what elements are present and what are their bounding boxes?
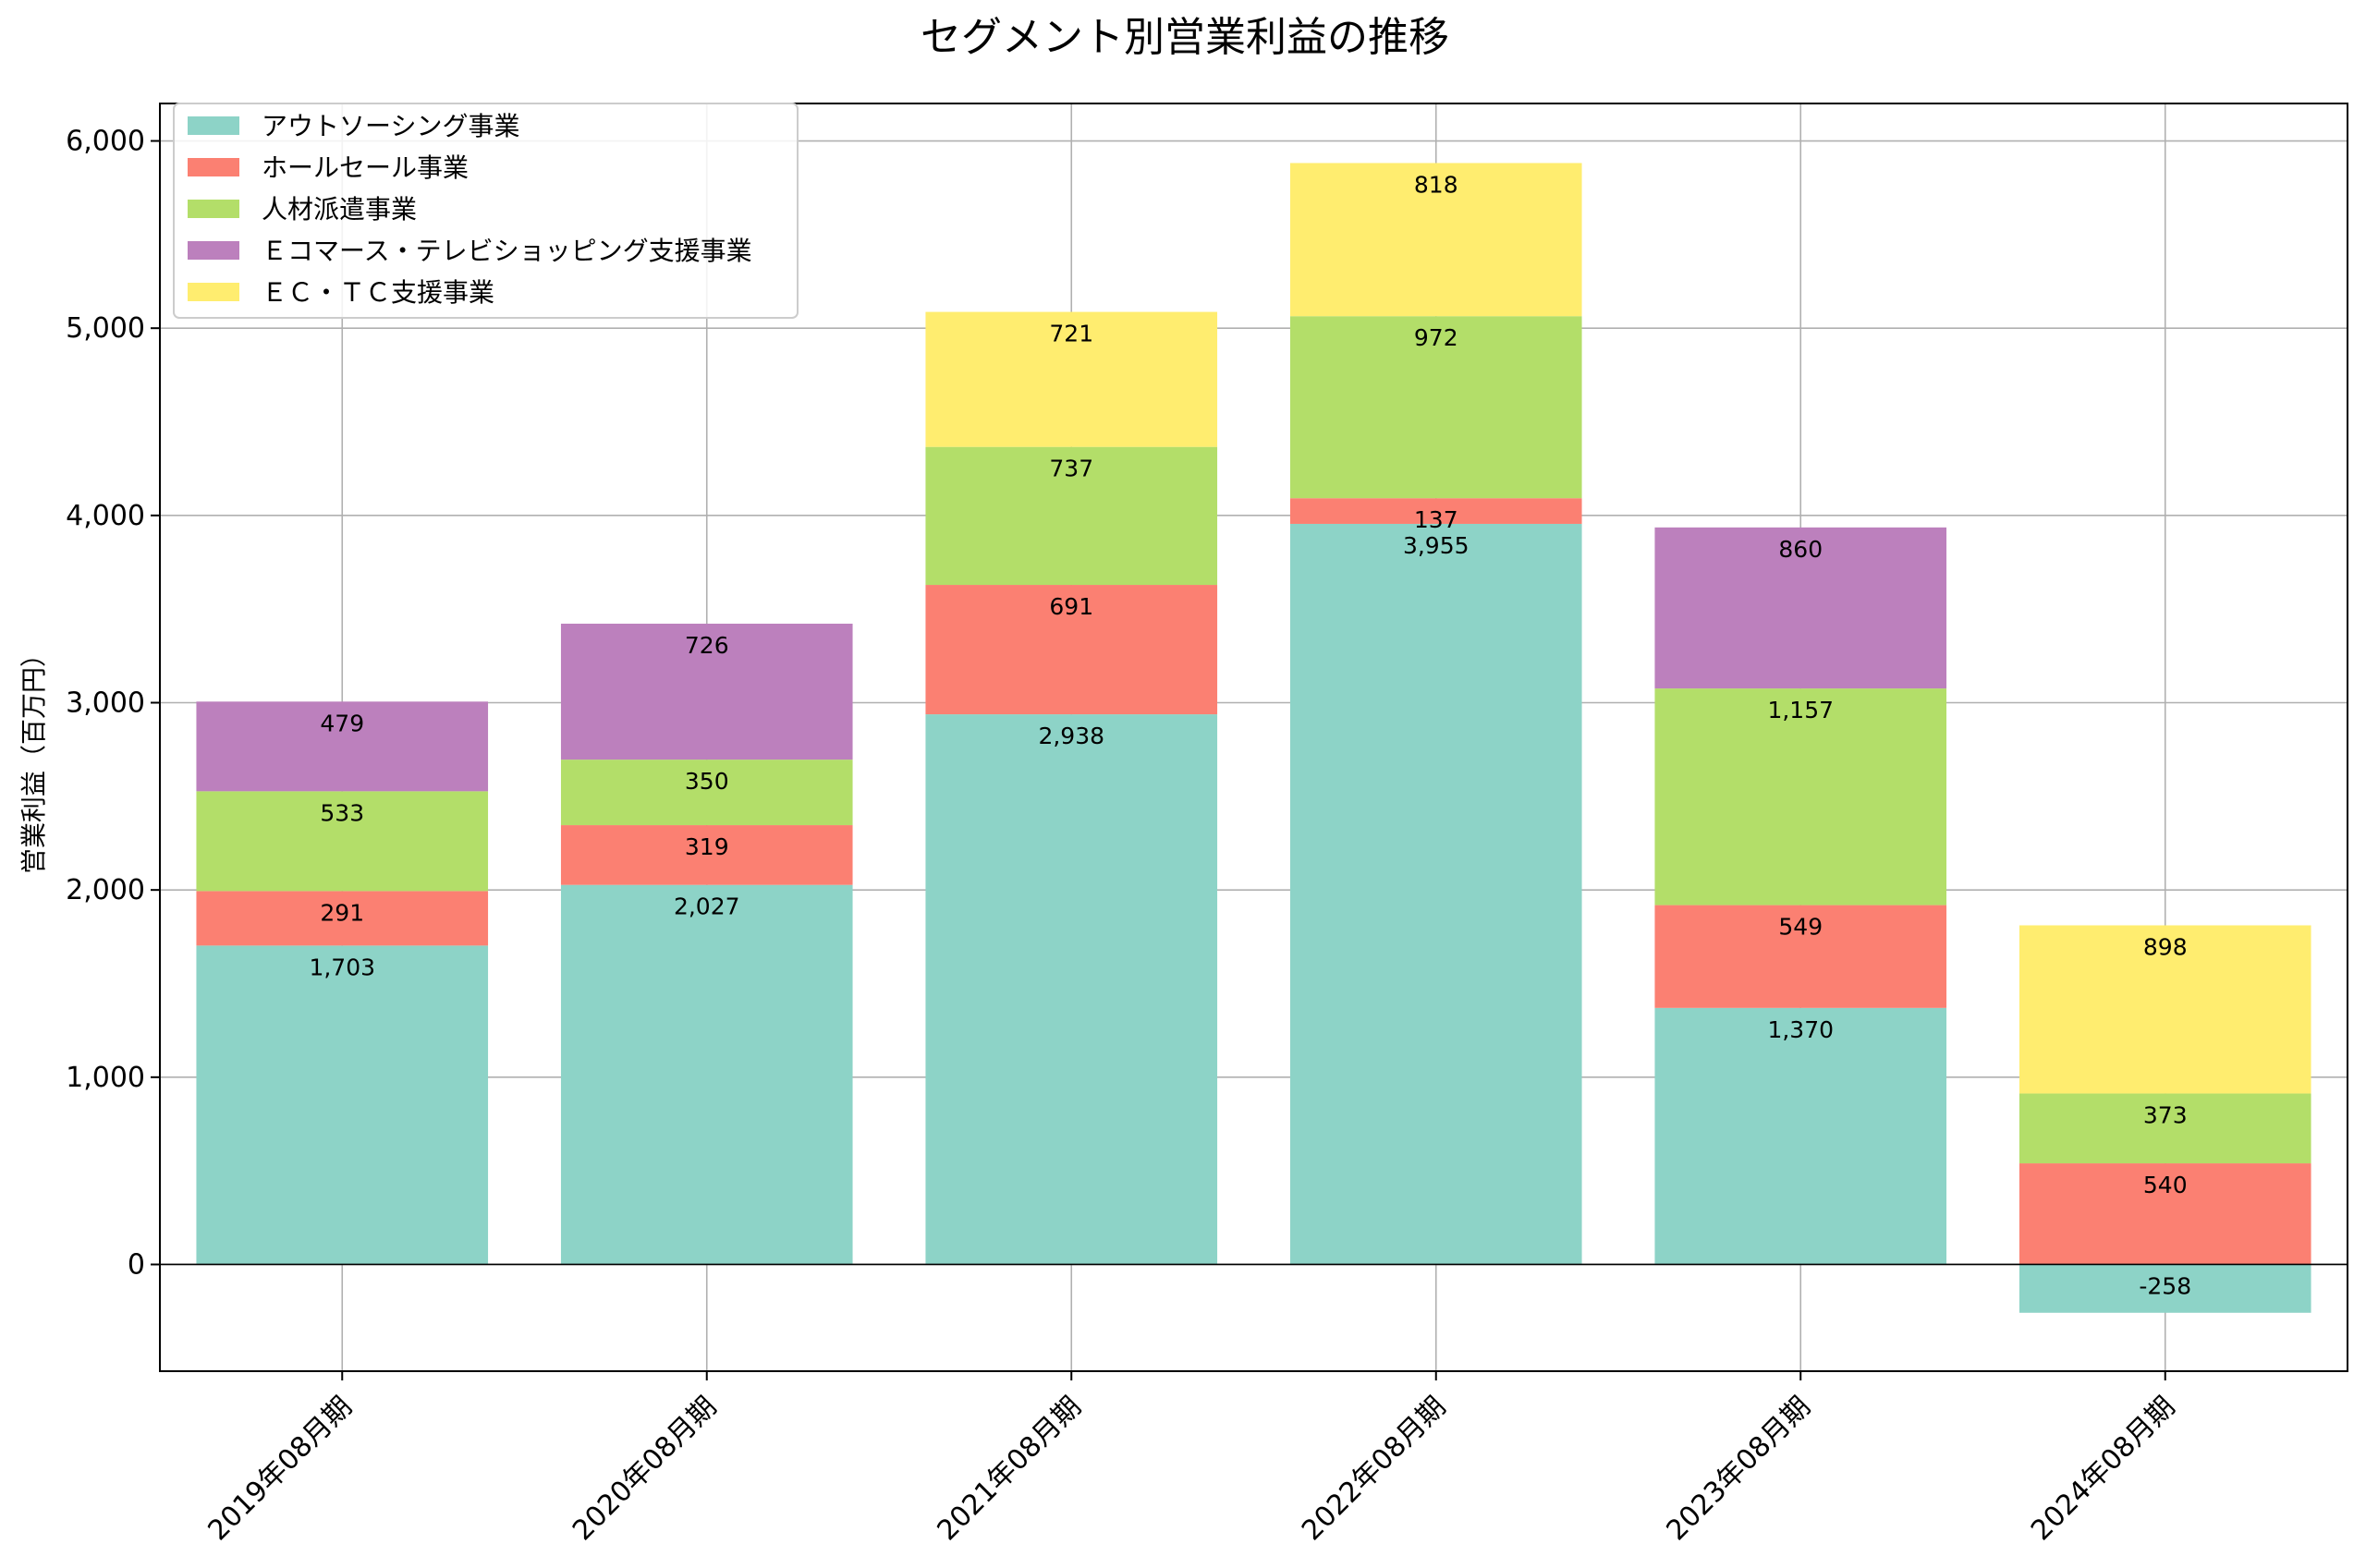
data-label: 373 <box>2143 1101 2188 1128</box>
data-label: -258 <box>2139 1272 2191 1299</box>
bar-segment <box>2018 925 2311 1094</box>
legend-swatch <box>188 283 239 301</box>
legend-label: ホールセール事業 <box>262 152 469 183</box>
bar-segment <box>196 945 489 1265</box>
data-label: 691 <box>1049 593 1093 620</box>
data-label: 898 <box>2143 933 2188 960</box>
data-label: 818 <box>1414 171 1458 198</box>
y-tick-label: 4,000 <box>66 500 145 532</box>
data-label: 350 <box>685 768 729 795</box>
bar-segment <box>1289 498 1582 524</box>
bar-segment <box>2018 1093 2311 1164</box>
x-tick-label: 2020年08月期 <box>567 1391 723 1547</box>
y-tick-label: 0 <box>128 1248 145 1281</box>
bars <box>196 163 2311 1313</box>
data-label: 860 <box>1778 536 1823 563</box>
bar-segment <box>1654 905 1947 1008</box>
x-tick-label: 2022年08月期 <box>1296 1391 1452 1547</box>
bar-segment <box>925 446 1218 586</box>
bar-segment <box>1654 527 1947 689</box>
legend-label: Ｅコマース・テレビショッピング支援事業 <box>262 236 752 266</box>
data-label: 533 <box>320 799 364 826</box>
legend-swatch <box>188 200 239 218</box>
data-label: 2,027 <box>674 893 740 920</box>
plot-frame <box>159 103 2348 1372</box>
y-axis-label: 営業利益（百万円） <box>18 641 49 874</box>
x-tick-label: 2023年08月期 <box>1661 1391 1817 1547</box>
bar-segment <box>196 891 489 946</box>
legend-label: アウトソーシング事業 <box>262 111 519 141</box>
bar-segment <box>1289 163 1582 317</box>
legend-label: ＥＣ・ＴＣ支援事業 <box>262 277 494 308</box>
bar-segment <box>2018 1163 2311 1265</box>
bar-segment <box>196 791 489 892</box>
data-label: 291 <box>320 899 364 926</box>
data-label: 2,938 <box>1038 723 1104 749</box>
data-label: 479 <box>320 710 364 736</box>
bar-segment <box>560 825 853 885</box>
bar-segment <box>1289 316 1582 499</box>
legend-swatch <box>188 158 239 176</box>
bar-segment <box>1289 523 1582 1265</box>
bar-segment <box>1654 688 1947 906</box>
x-tick-label: 2021年08月期 <box>932 1391 1088 1547</box>
data-label: 1,370 <box>1767 1016 1834 1043</box>
y-tick-label: 3,000 <box>66 687 145 720</box>
y-tick-label: 2,000 <box>66 874 145 906</box>
bar-segment <box>925 311 1218 447</box>
bar-segment <box>925 585 1218 715</box>
chart-title: セグメント別営業利益の推移 <box>921 14 1449 61</box>
data-label: 3,955 <box>1403 532 1470 559</box>
data-label: 721 <box>1049 321 1093 347</box>
bar-segment <box>1654 1007 1947 1265</box>
data-label: 549 <box>1778 914 1823 941</box>
bar-segment <box>560 884 853 1265</box>
data-label: 319 <box>685 833 729 860</box>
bar-segment <box>925 714 1218 1265</box>
x-tick-label: 2024年08月期 <box>2025 1391 2181 1547</box>
bar-segment <box>560 623 853 760</box>
data-label: 540 <box>2143 1172 2188 1198</box>
data-label: 1,157 <box>1767 697 1834 723</box>
bar-segment <box>196 701 489 792</box>
legend-swatch <box>188 116 239 135</box>
legend-box <box>173 103 799 319</box>
data-labels: 1,703 291 533 479 2,027 319 350 726 2,938 691 737 7… <box>309 171 2191 1299</box>
data-label: 1,703 <box>309 954 375 980</box>
legend-swatch <box>188 241 239 260</box>
y-tick-label: 1,000 <box>66 1062 145 1094</box>
data-label: 137 <box>1414 506 1458 533</box>
data-label: 972 <box>1414 324 1458 351</box>
data-label: 726 <box>685 632 729 659</box>
bar-segment <box>2018 1264 2311 1313</box>
x-tick-label: 2019年08月期 <box>202 1391 359 1547</box>
data-label: 737 <box>1049 456 1093 482</box>
legend-label: 人材派遣事業 <box>262 194 417 225</box>
bar-segment <box>560 760 853 826</box>
y-tick-label: 5,000 <box>66 312 145 345</box>
y-tick-label: 6,000 <box>66 126 145 158</box>
